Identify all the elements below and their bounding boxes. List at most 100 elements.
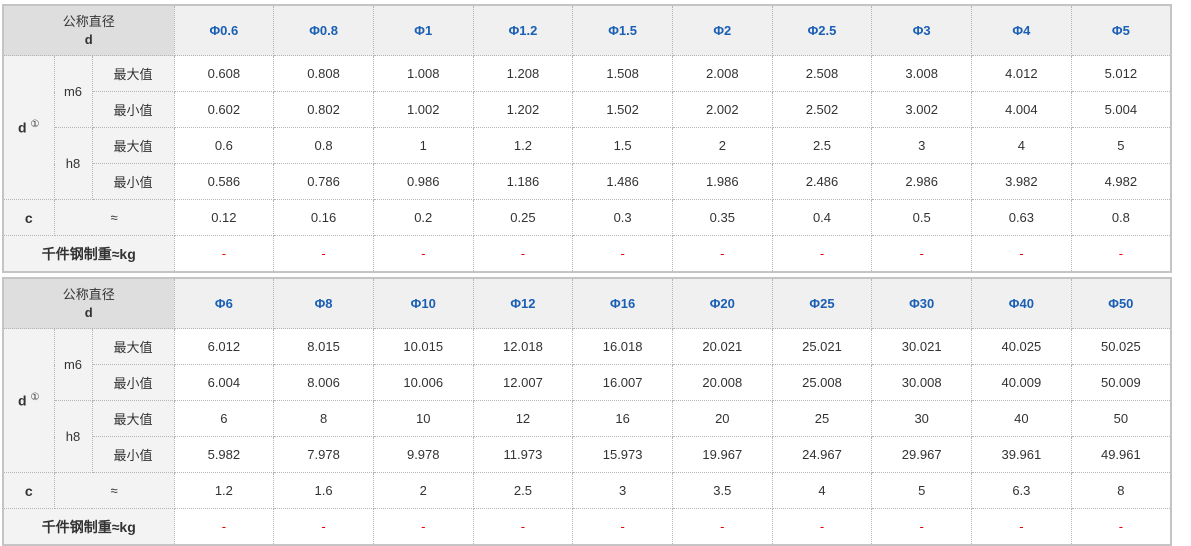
value-cell: 0.808 [273, 55, 374, 92]
size-header: Φ2 [671, 4, 773, 56]
value-cell: 0.8 [1070, 199, 1172, 236]
size-header: Φ25 [771, 277, 873, 329]
d-label: d [84, 31, 93, 47]
value-cell: 19.967 [671, 436, 773, 473]
value-cell: 1 [372, 127, 474, 164]
value-cell: 15.973 [572, 436, 673, 473]
value-cell: 4.982 [1070, 163, 1172, 200]
min-label: 最小值 [91, 364, 175, 401]
value-cell: 16.007 [572, 364, 673, 401]
c-label: c [2, 199, 55, 236]
min-label: 最小值 [91, 163, 175, 200]
value-cell: 5 [1070, 127, 1172, 164]
value-cell: 6.3 [971, 472, 1072, 509]
size-header: Φ20 [671, 277, 773, 329]
weight-value: - [871, 508, 973, 546]
value-cell: 1.6 [273, 472, 374, 509]
weight-value: - [971, 508, 1072, 546]
h8-label: h8 [53, 400, 93, 473]
approx-label: ≈ [53, 199, 175, 236]
value-cell: 2.002 [671, 91, 773, 128]
value-cell: 0.35 [671, 199, 773, 236]
value-cell: 0.16 [273, 199, 374, 236]
value-cell: 1.502 [572, 91, 673, 128]
value-cell: 2.486 [771, 163, 873, 200]
value-cell: 0.602 [173, 91, 275, 128]
nominal-label: 公称直径 [62, 13, 115, 29]
value-cell: 16 [572, 400, 673, 437]
size-header: Φ3 [871, 4, 973, 56]
value-cell: 1.208 [472, 55, 574, 92]
size-header: Φ10 [372, 277, 474, 329]
value-cell: 3.002 [871, 91, 973, 128]
value-cell: 20.008 [671, 364, 773, 401]
value-cell: 1.508 [572, 55, 673, 92]
value-cell: 2 [671, 127, 773, 164]
value-cell: 2.008 [671, 55, 773, 92]
value-cell: 2.508 [771, 55, 873, 92]
value-cell: 2 [372, 472, 474, 509]
value-cell: 50 [1070, 400, 1172, 437]
value-cell: 0.6 [173, 127, 275, 164]
value-cell: 40 [971, 400, 1072, 437]
value-cell: 5.982 [173, 436, 275, 473]
size-header: Φ4 [971, 4, 1072, 56]
value-cell: 6 [173, 400, 275, 437]
value-cell: 5.012 [1070, 55, 1172, 92]
nominal-diameter-header: 公称直径 d [2, 277, 175, 329]
value-cell: 10.015 [372, 328, 474, 365]
value-cell: 2.5 [472, 472, 574, 509]
value-cell: 12.007 [472, 364, 574, 401]
weight-value: - [771, 508, 873, 546]
max-label: 最大值 [91, 400, 175, 437]
c-label: c [2, 472, 55, 509]
weight-value: - [273, 508, 374, 546]
m6-label: m6 [53, 55, 93, 128]
value-cell: 1.202 [472, 91, 574, 128]
value-cell: 3.008 [871, 55, 973, 92]
value-cell: 25 [771, 400, 873, 437]
weight-value: - [871, 235, 973, 273]
value-cell: 39.961 [971, 436, 1072, 473]
value-cell: 9.978 [372, 436, 474, 473]
value-cell: 7.978 [273, 436, 374, 473]
value-cell: 0.586 [173, 163, 275, 200]
value-cell: 8.006 [273, 364, 374, 401]
size-header: Φ1.5 [572, 4, 673, 56]
approx-label: ≈ [53, 472, 175, 509]
min-label: 最小值 [91, 91, 175, 128]
weight-value: - [771, 235, 873, 273]
value-cell: 5 [871, 472, 973, 509]
size-header: Φ8 [273, 277, 374, 329]
value-cell: 4 [971, 127, 1072, 164]
value-cell: 1.5 [572, 127, 673, 164]
value-cell: 50.009 [1070, 364, 1172, 401]
weight-value: - [671, 235, 773, 273]
value-cell: 0.12 [173, 199, 275, 236]
value-cell: 0.4 [771, 199, 873, 236]
weight-value: - [472, 508, 574, 546]
value-cell: 50.025 [1070, 328, 1172, 365]
h8-label: h8 [53, 127, 93, 200]
value-cell: 0.608 [173, 55, 275, 92]
value-cell: 4.004 [971, 91, 1072, 128]
weight-value: - [372, 235, 474, 273]
value-cell: 29.967 [871, 436, 973, 473]
value-cell: 4.012 [971, 55, 1072, 92]
weight-label: 千件钢制重≈kg [2, 508, 175, 546]
weight-value: - [372, 508, 474, 546]
spec-table-2: 公称直径 d Φ6 Φ8 Φ10 Φ12 Φ16 Φ20 Φ25 Φ30 Φ40 Φ50 d ① m6 最大… [2, 277, 1172, 546]
value-cell: 49.961 [1070, 436, 1172, 473]
weight-value: - [273, 235, 374, 273]
weight-value: - [173, 235, 275, 273]
value-cell: 0.786 [273, 163, 374, 200]
weight-value: - [971, 235, 1072, 273]
value-cell: 0.25 [472, 199, 574, 236]
value-cell: 0.2 [372, 199, 474, 236]
value-cell: 40.025 [971, 328, 1072, 365]
spec-table-1: 公称直径 d Φ0.6 Φ0.8 Φ1 Φ1.2 Φ1.5 Φ2 Φ2.5 Φ3 Φ4 Φ5 d ① m6… [2, 4, 1172, 273]
weight-value: - [572, 235, 673, 273]
weight-value: - [671, 508, 773, 546]
size-header: Φ0.6 [173, 4, 275, 56]
value-cell: 2.986 [871, 163, 973, 200]
